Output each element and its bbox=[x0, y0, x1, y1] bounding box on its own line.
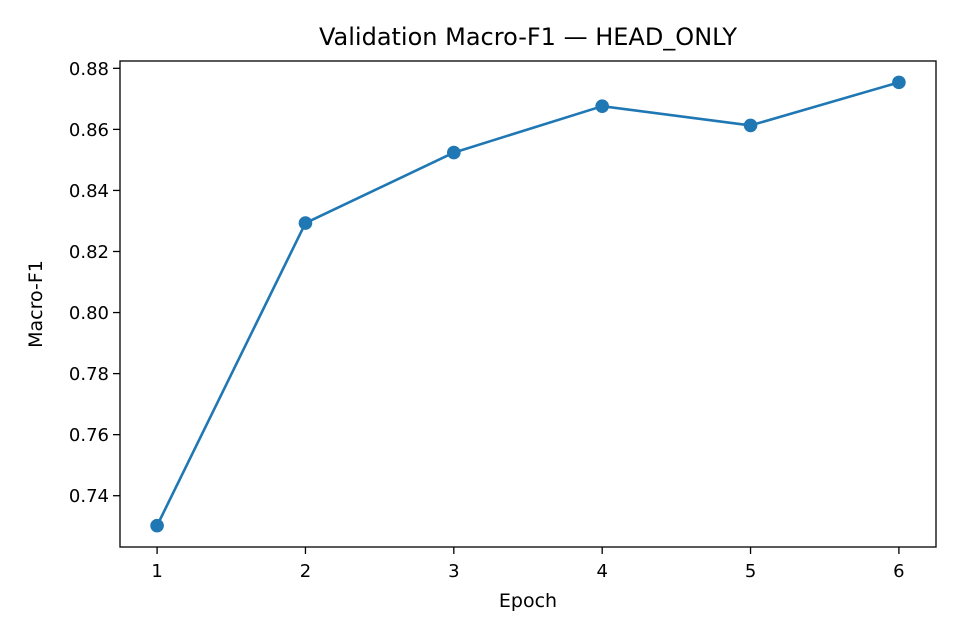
y-tick-label: 0.86 bbox=[69, 120, 109, 141]
x-tick-label: 3 bbox=[448, 561, 459, 582]
data-point[interactable] bbox=[743, 118, 758, 133]
series-layer bbox=[150, 75, 906, 533]
y-tick-label: 0.84 bbox=[69, 181, 109, 202]
x-axis-ticks: 1 2 3 4 5 6 bbox=[151, 547, 905, 582]
plot-frame bbox=[119, 60, 937, 548]
y-tick-label: 0.88 bbox=[69, 59, 109, 80]
y-tick-label: 0.82 bbox=[69, 242, 109, 263]
data-point[interactable] bbox=[150, 518, 164, 533]
y-axis-ticks: 0.74 0.76 0.78 0.80 0.82 0.84 0.86 0.88 bbox=[69, 59, 120, 507]
data-point[interactable] bbox=[298, 216, 313, 230]
chart-title: Validation Macro-F1 — HEAD_ONLY bbox=[319, 23, 737, 51]
y-tick-label: 0.74 bbox=[69, 486, 109, 507]
x-tick-label: 2 bbox=[300, 561, 311, 582]
plot-area: 0.74 0.76 0.78 0.80 0.82 0.84 0.86 0.88 1 2 3 4 5 6 bbox=[69, 59, 937, 582]
y-tick-label: 0.76 bbox=[69, 425, 109, 446]
y-axis-label: Macro-F1 bbox=[25, 260, 47, 348]
y-tick-label: 0.78 bbox=[69, 364, 109, 385]
series-line bbox=[155, 81, 901, 527]
y-tick-label: 0.80 bbox=[69, 303, 109, 324]
x-axis-label: Epoch bbox=[499, 590, 557, 612]
data-point[interactable] bbox=[595, 99, 609, 113]
x-tick-label: 1 bbox=[151, 561, 162, 582]
data-point[interactable] bbox=[892, 75, 906, 90]
x-tick-label: 6 bbox=[893, 561, 904, 582]
x-tick-label: 5 bbox=[745, 561, 756, 582]
x-tick-label: 4 bbox=[596, 561, 607, 582]
data-point[interactable] bbox=[447, 145, 461, 160]
